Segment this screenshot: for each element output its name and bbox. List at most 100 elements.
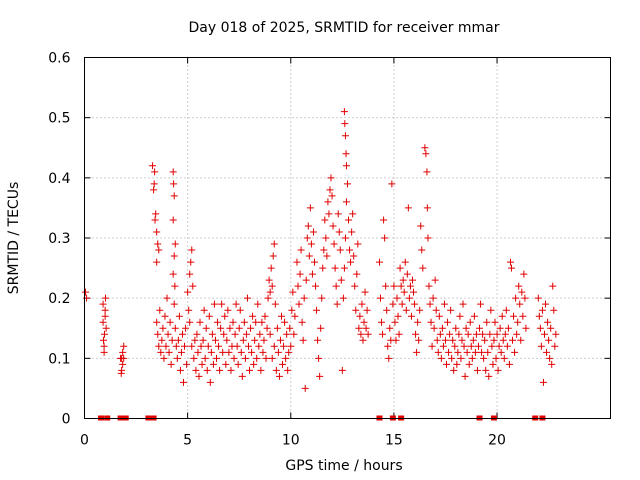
data-point — [502, 306, 510, 314]
data-point — [497, 348, 505, 356]
data-point — [322, 234, 330, 242]
data-point — [510, 312, 518, 320]
data-point — [476, 324, 484, 332]
data-point — [456, 312, 464, 320]
y-tick-label: 0 — [62, 412, 71, 428]
data-point — [225, 348, 233, 356]
data-point — [309, 228, 317, 236]
data-point — [503, 342, 511, 350]
data-point — [378, 318, 386, 326]
data-point — [213, 354, 221, 362]
data-point — [386, 324, 394, 332]
data-point — [340, 108, 348, 116]
data-point — [159, 324, 167, 332]
data-point — [233, 342, 241, 350]
data-point — [452, 324, 460, 332]
data-point — [189, 282, 197, 290]
data-point — [219, 348, 227, 356]
data-point — [120, 354, 128, 362]
data-point — [383, 306, 391, 314]
data-point — [207, 348, 215, 356]
data-point — [380, 216, 388, 224]
data-point — [235, 324, 243, 332]
data-point — [266, 330, 274, 338]
data-point — [248, 348, 256, 356]
data-point — [315, 354, 323, 362]
data-point — [357, 330, 365, 338]
data-point — [324, 198, 332, 206]
data-point — [350, 252, 358, 260]
x-tick-label: 15 — [385, 433, 403, 449]
data-point — [150, 180, 158, 188]
data-point — [158, 336, 166, 344]
data-point — [407, 312, 415, 320]
data-point — [400, 288, 408, 296]
data-point — [82, 288, 90, 296]
data-point — [196, 318, 204, 326]
data-point — [424, 234, 432, 242]
data-point — [493, 330, 501, 338]
data-point — [392, 336, 400, 344]
data-point — [477, 300, 485, 308]
data-point — [538, 306, 546, 314]
data-point — [474, 342, 482, 350]
data-point — [535, 312, 543, 320]
data-point — [549, 282, 557, 290]
data-point — [193, 330, 201, 338]
data-point — [244, 342, 252, 350]
data-point — [298, 318, 306, 326]
y-tick-label: 0.5 — [48, 111, 70, 127]
data-point — [513, 330, 521, 338]
data-point — [506, 258, 514, 266]
data-point — [354, 240, 362, 248]
data-point — [509, 336, 517, 344]
data-point — [290, 330, 298, 338]
data-point — [401, 258, 409, 266]
data-point — [438, 324, 446, 332]
data-point — [186, 318, 194, 326]
data-point — [537, 342, 545, 350]
data-point — [441, 336, 449, 344]
data-point — [444, 318, 452, 326]
data-point — [358, 300, 366, 308]
data-point — [218, 300, 226, 308]
data-point — [155, 246, 163, 254]
data-point — [293, 258, 301, 266]
data-point — [232, 300, 240, 308]
data-point — [412, 330, 420, 338]
data-point — [171, 240, 179, 248]
y-axis-ticks: 0 0.1 0.2 0.3 0.4 0.5 0.6 — [48, 51, 611, 428]
data-point — [550, 306, 558, 314]
data-point — [340, 264, 348, 272]
data-point — [199, 336, 207, 344]
data-point — [257, 366, 265, 374]
data-point — [423, 168, 431, 176]
data-point — [461, 372, 469, 380]
data-point — [396, 264, 404, 272]
data-point — [226, 324, 234, 332]
data-point — [262, 354, 270, 362]
data-point — [169, 216, 177, 224]
y-tick-label: 0.1 — [48, 351, 70, 367]
data-point — [348, 228, 356, 236]
data-point — [304, 222, 312, 230]
data-point — [432, 306, 440, 314]
data-point — [491, 318, 499, 326]
data-point — [240, 318, 248, 326]
data-point — [254, 300, 262, 308]
data-point — [203, 366, 211, 374]
data-point — [187, 258, 195, 266]
data-point — [344, 180, 351, 188]
data-point — [490, 336, 498, 344]
data-point — [297, 246, 305, 254]
data-point — [156, 306, 164, 314]
data-point — [167, 360, 175, 368]
data-point — [168, 336, 176, 344]
data-point — [153, 258, 161, 266]
data-point — [166, 318, 174, 326]
data-point — [323, 252, 331, 260]
data-point — [321, 216, 329, 224]
data-point — [260, 336, 268, 344]
data-point — [154, 240, 162, 248]
data-point — [319, 264, 327, 272]
